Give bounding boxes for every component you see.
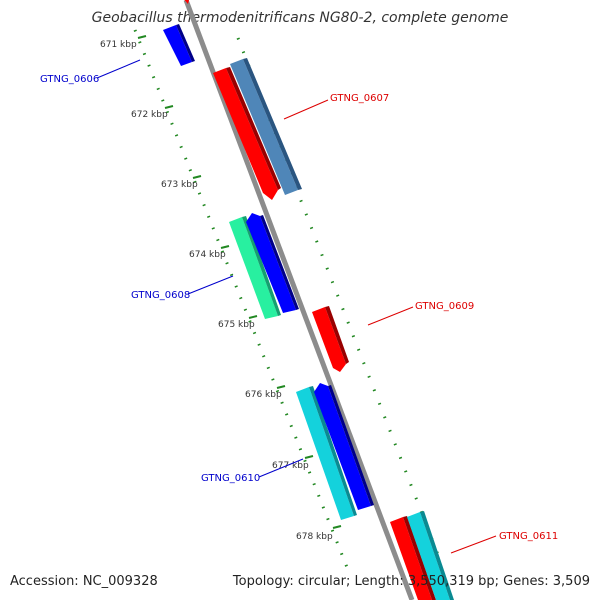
leader-gtng-0609: [367, 306, 414, 326]
leader-gtng-0608: [187, 275, 234, 295]
ruler-tick: [137, 35, 147, 39]
ruler-tick: [248, 315, 258, 319]
accession-text: Accession: NC_009328: [10, 574, 158, 589]
tick-label-678: 678 kbp: [296, 532, 333, 542]
leader-gtng-0611: [450, 535, 497, 554]
genome-stats-text: Topology: circular; Length: 3,550,319 bp…: [232, 574, 590, 589]
ruler-tick: [192, 175, 202, 179]
orf-cyan: [296, 387, 354, 520]
gene-label-gtng-0608[interactable]: GTNG_0608: [131, 290, 190, 301]
cds-gtng-0607: [213, 68, 278, 200]
cds-gtng-0611-shade: [403, 516, 436, 600]
orf-cyan-bottom: [407, 512, 450, 600]
cds-gtng-0608: [246, 213, 296, 313]
gene-label-gtng-0607[interactable]: GTNG_0607: [330, 93, 389, 104]
leader-gtng-0610: [258, 458, 304, 478]
orf-steelblue-shade: [243, 58, 302, 190]
genome-backbone: [183, 0, 415, 600]
gene-label-gtng-0606[interactable]: GTNG_0606: [40, 74, 99, 85]
orf-steelblue: [230, 59, 298, 195]
orf-spring-green: [229, 217, 278, 319]
tick-label-675: 675 kbp: [218, 320, 255, 330]
tick-label-677: 677 kbp: [272, 461, 309, 471]
cds-gtng-0606: [163, 25, 192, 66]
ruler-tick: [220, 245, 230, 249]
leader-gtng-0607: [283, 99, 329, 120]
tick-label-673: 673 kbp: [161, 180, 198, 190]
ruler-tick: [304, 455, 314, 459]
cds-gtng-0610-shade: [328, 385, 374, 506]
gene-label-gtng-0609[interactable]: GTNG_0609: [415, 301, 474, 312]
inner-ruler-dots: [133, 29, 352, 576]
gene-features: [163, 0, 454, 600]
ruler-tick: [332, 525, 342, 529]
ruler-tick: [276, 385, 286, 389]
label-leaders: [96, 59, 497, 554]
ruler-labels: 671 kbp 672 kbp 673 kbp 674 kbp 675 kbp …: [100, 40, 333, 542]
cds-gtng-0611: [390, 517, 432, 600]
leader-gtng-0606: [96, 59, 141, 79]
cds-gtng-0608-shade: [260, 215, 299, 310]
orf-cyan-shade: [309, 386, 357, 516]
tick-label-674: 674 kbp: [189, 250, 226, 260]
cds-gtng-0609-shade: [325, 306, 349, 364]
cds-gtng-0610: [314, 383, 371, 510]
gene-label-gtng-0611[interactable]: GTNG_0611: [499, 531, 558, 542]
tick-label-671: 671 kbp: [100, 40, 137, 50]
cds-gtng-0609: [312, 307, 346, 372]
orf-cyan-bottom-shade: [420, 511, 454, 600]
cds-feature-partial: [184, 0, 189, 4]
tick-label-672: 672 kbp: [131, 110, 168, 120]
tick-label-676: 676 kbp: [245, 390, 282, 400]
cds-gtng-0607-shade: [226, 67, 281, 190]
gene-labels: GTNG_0606 GTNG_0607 GTNG_0608 GTNG_0609 …: [40, 74, 558, 542]
ruler-tick: [164, 105, 174, 109]
orf-spring-green-shade: [242, 216, 281, 316]
ruler-ticks: [137, 35, 342, 529]
cds-gtng-0606-shade: [176, 24, 195, 62]
gene-label-gtng-0610[interactable]: GTNG_0610: [201, 473, 260, 484]
